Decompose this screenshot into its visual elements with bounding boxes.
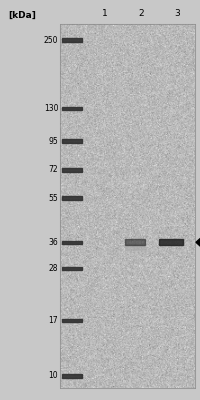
Text: 95: 95 <box>48 136 58 146</box>
Text: 17: 17 <box>48 316 58 325</box>
Bar <box>62 374 82 378</box>
Text: 250: 250 <box>44 36 58 44</box>
Text: 1: 1 <box>101 9 107 18</box>
Bar <box>62 168 82 172</box>
Bar <box>124 244 144 245</box>
Text: 10: 10 <box>48 372 58 380</box>
Bar <box>124 248 144 249</box>
Polygon shape <box>195 235 200 250</box>
Bar <box>60 24 194 388</box>
Bar <box>124 240 144 245</box>
Bar <box>62 140 82 143</box>
Text: 72: 72 <box>48 166 58 174</box>
Bar <box>62 267 82 270</box>
Bar <box>124 249 144 250</box>
Bar <box>124 246 144 248</box>
Text: 3: 3 <box>173 9 179 18</box>
Text: 55: 55 <box>48 194 58 202</box>
Bar <box>158 240 182 245</box>
Bar <box>62 196 82 200</box>
Text: [kDa]: [kDa] <box>8 11 36 20</box>
Bar <box>62 38 82 42</box>
Text: 2: 2 <box>137 9 143 18</box>
Text: 36: 36 <box>48 238 58 247</box>
Bar <box>62 319 82 322</box>
Bar <box>62 241 82 244</box>
Text: 28: 28 <box>49 264 58 273</box>
Bar <box>124 245 144 246</box>
Text: 130: 130 <box>44 104 58 113</box>
Bar <box>62 107 82 110</box>
